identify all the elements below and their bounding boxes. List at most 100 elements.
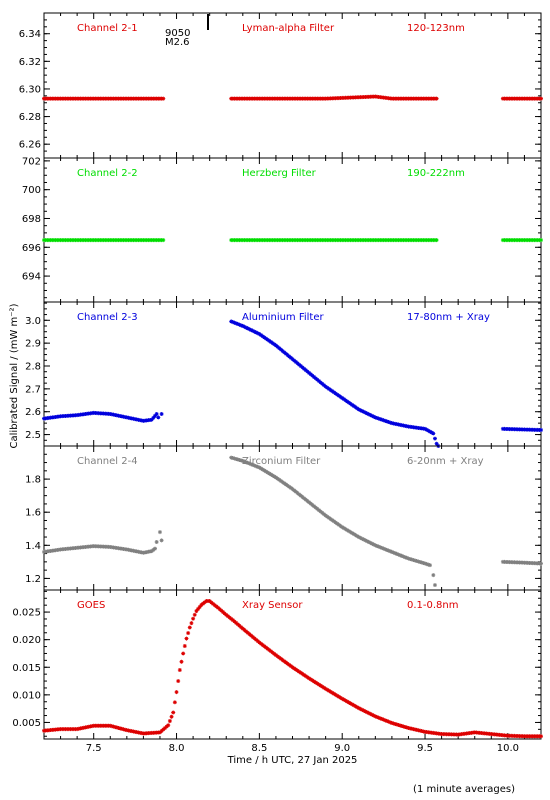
data-point: [399, 723, 404, 728]
filter-label: Lyman-alpha Filter: [242, 23, 335, 34]
data-point: [539, 734, 543, 739]
y-tick-label: 700: [22, 185, 41, 196]
data-series: [42, 238, 543, 243]
data-point: [330, 690, 335, 695]
data-point: [239, 458, 244, 463]
data-point: [280, 657, 285, 662]
data-point: [315, 506, 320, 511]
data-point: [403, 724, 408, 729]
data-point: [355, 705, 360, 710]
data-point: [343, 698, 348, 703]
data-point: [249, 462, 254, 467]
data-point: [157, 730, 162, 735]
data-point: [225, 614, 230, 619]
data-point: [328, 689, 333, 694]
data-point: [323, 384, 328, 389]
data-point: [252, 329, 257, 334]
data-point: [404, 725, 409, 730]
data-point: [428, 563, 433, 568]
data-point: [323, 686, 328, 691]
data-point: [396, 552, 401, 557]
data-point: [255, 331, 260, 336]
data-point: [386, 420, 391, 424]
x-tick-label: 9.5: [417, 743, 433, 754]
data-point: [539, 561, 543, 566]
data-series: [42, 319, 543, 448]
data-point: [159, 538, 164, 543]
channel-label: Channel 2-2: [77, 168, 138, 179]
data-point: [376, 416, 381, 421]
data-point: [384, 419, 389, 424]
channel-label: Channel 2-4: [77, 456, 138, 467]
data-point: [348, 401, 353, 406]
panel-1: 6.26 6.28 6.30 6.32 6.34 Channel 2-1 Lyman-alp…: [19, 12, 543, 159]
data-point: [277, 655, 282, 660]
data-point: [283, 482, 288, 487]
data-point: [252, 463, 257, 468]
data-point: [270, 650, 275, 655]
data-point: [326, 515, 331, 520]
data-point: [343, 527, 348, 532]
data-point: [418, 560, 423, 565]
data-point: [434, 441, 439, 446]
x-tick-label: 9.0: [334, 743, 350, 754]
data-point: [245, 460, 250, 465]
data-point: [383, 418, 388, 423]
data-point: [176, 679, 181, 684]
data-point: [539, 96, 543, 101]
x-tick-label: 8.0: [169, 743, 185, 754]
y-tick-label: 2.9: [25, 339, 41, 350]
data-point: [239, 323, 244, 328]
data-point: [152, 413, 157, 418]
data-point: [288, 355, 293, 360]
data-point: [302, 366, 307, 371]
data-point: [207, 599, 212, 604]
data-point: [280, 480, 285, 485]
data-point: [399, 553, 404, 558]
channel-label: Channel 2-3: [77, 312, 138, 323]
data-point: [345, 699, 350, 704]
data-point: [331, 519, 336, 524]
data-point: [254, 464, 259, 469]
data-point: [321, 512, 326, 517]
y-tick-label: 1.4: [25, 541, 41, 552]
data-point: [249, 633, 254, 638]
data-point: [308, 501, 313, 506]
data-point: [338, 695, 343, 700]
y-tick-label: 698: [22, 214, 41, 225]
channel-label: GOES: [77, 600, 105, 611]
data-point: [172, 700, 177, 705]
data-point: [346, 700, 351, 705]
data-point: [307, 500, 312, 505]
data-point: [346, 529, 351, 534]
data-point: [386, 548, 391, 553]
data-point: [336, 522, 341, 527]
filter-label: Herzberg Filter: [242, 168, 317, 179]
band-label: 0.1-0.8nm: [407, 600, 459, 611]
x-axis: 7.5 8.0 8.5 9.0 9.5 10.0: [86, 743, 519, 754]
data-point: [285, 353, 290, 358]
data-point: [328, 516, 333, 521]
data-point: [227, 615, 232, 620]
data-point: [257, 465, 262, 470]
x-axis-title: Time / h UTC, 27 Jan 2025: [227, 755, 358, 766]
data-point: [290, 357, 295, 362]
data-point: [151, 415, 156, 420]
data-point: [202, 600, 207, 605]
data-point: [152, 546, 157, 551]
data-point: [308, 372, 313, 377]
data-point: [278, 347, 283, 352]
data-point: [350, 531, 355, 536]
data-point: [237, 457, 242, 462]
data-point: [363, 709, 368, 714]
data-point: [263, 645, 268, 650]
data-point: [234, 620, 239, 625]
data-point: [232, 456, 237, 461]
data-point: [424, 562, 429, 567]
y-tick-label: 6.26: [19, 140, 41, 151]
data-point: [220, 609, 225, 614]
data-point: [293, 359, 298, 364]
data-point: [235, 457, 240, 462]
data-point: [307, 370, 312, 375]
